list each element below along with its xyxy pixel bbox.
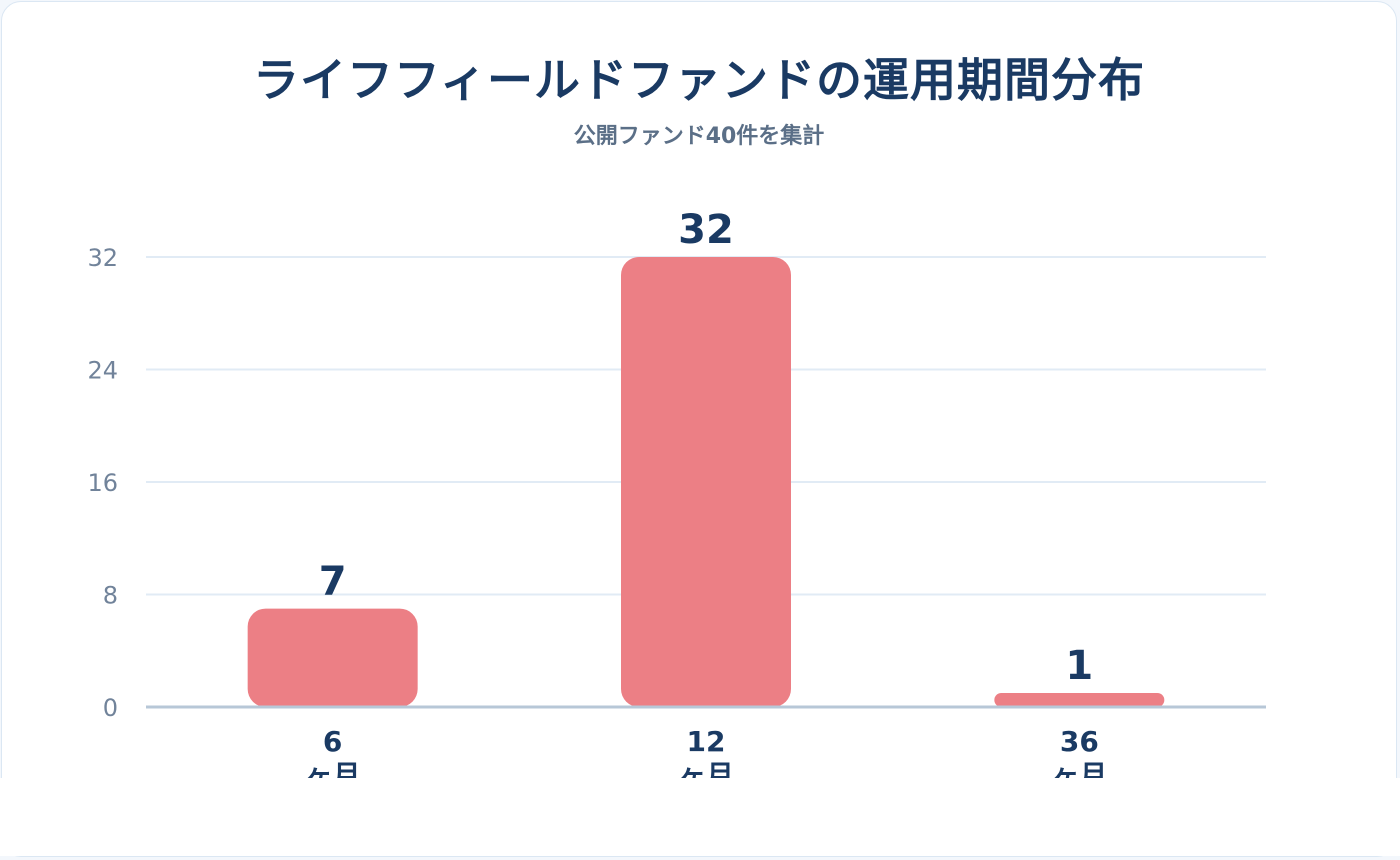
y-tick-label: 16 (87, 469, 118, 497)
chart-title: ライフフィールドファンドの運用期間分布 (252, 53, 1146, 107)
chart-subtitle: 公開ファンド40件を集計 (573, 124, 825, 149)
y-tick-label: 0 (103, 694, 118, 722)
y-tick-label: 24 (87, 357, 118, 385)
label-clip-mask (0, 778, 1400, 856)
y-tick-label: 32 (87, 244, 118, 272)
bar-value-label: 32 (678, 207, 734, 253)
bar-value-label: 1 (1065, 643, 1093, 689)
bar (621, 257, 791, 707)
y-tick-label: 8 (103, 582, 118, 610)
bar (994, 692, 1165, 707)
bar-value-label: 7 (319, 559, 347, 605)
bar (247, 608, 418, 707)
